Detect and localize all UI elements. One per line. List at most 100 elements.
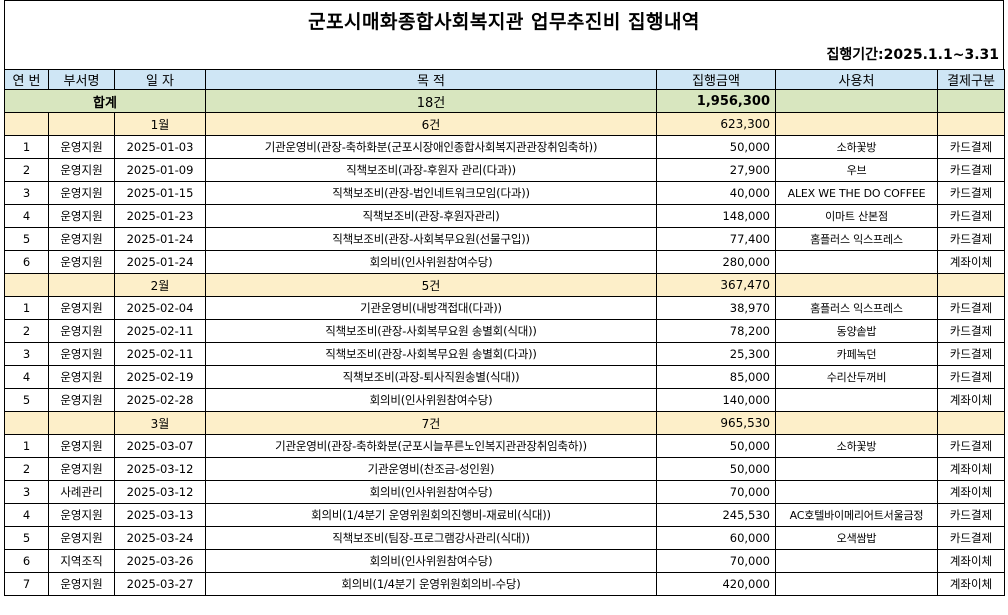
row-purpose: 직책보조비(관장-사회복무요원 송별회(식대)) [205, 319, 657, 343]
table-row: 4 운영지원 2025-01-23 직책보조비(관장-후원자관리) 148,000 이마트… [4, 204, 1005, 228]
row-purpose: 기관운영비(찬조금-성인원) [205, 457, 657, 481]
table-row: 3 운영지원 2025-01-15 직책보조비(관장-법인네트워크모임(다과)) 40,… [4, 181, 1005, 205]
table-row: 3 사례관리 2025-03-12 회의비(인사위원참여수당) 70,000 계좌이체 [4, 480, 1005, 504]
row-amount: 77,400 [656, 227, 776, 251]
month-vendor-empty [775, 273, 938, 297]
row-department: 운영지원 [48, 135, 115, 159]
total-row: 합계 18건 1,956,300 [4, 89, 1005, 113]
row-vendor [775, 388, 938, 412]
row-payment-type: 계좌이체 [937, 480, 1005, 504]
row-amount: 420,000 [656, 572, 776, 596]
row-amount: 27,900 [656, 158, 776, 182]
row-department: 운영지원 [48, 181, 115, 205]
table-row: 2 운영지원 2025-02-11 직책보조비(관장-사회복무요원 송별회(식대)) 7… [4, 319, 1005, 343]
row-number: 4 [4, 365, 49, 389]
month-subtotal-row: 2월 5건 367,470 [4, 273, 1005, 297]
row-payment-type: 카드결제 [937, 158, 1005, 182]
row-amount: 245,530 [656, 503, 776, 527]
row-payment-type: 카드결제 [937, 296, 1005, 320]
row-department: 운영지원 [48, 158, 115, 182]
row-vendor: 이마트 산본점 [775, 204, 938, 228]
row-vendor: 수리산두꺼비 [775, 365, 938, 389]
row-number: 5 [4, 388, 49, 412]
month-no-empty [4, 411, 49, 435]
row-purpose: 회의비(인사위원참여수당) [205, 250, 657, 274]
table-row: 2 운영지원 2025-01-09 직책보조비(과장-후원자 관리(다과)) 27,90… [4, 158, 1005, 182]
row-department: 운영지원 [48, 526, 115, 550]
row-department: 운영지원 [48, 227, 115, 251]
total-amount: 1,956,300 [656, 89, 776, 113]
month-payment-empty [937, 112, 1005, 136]
row-purpose: 회의비(인사위원참여수당) [205, 549, 657, 573]
row-date: 2025-03-13 [114, 503, 206, 527]
row-purpose: 직책보조비(과장-후원자 관리(다과)) [205, 158, 657, 182]
row-date: 2025-02-28 [114, 388, 206, 412]
row-department: 운영지원 [48, 388, 115, 412]
header-row: 연 번 부서명 일 자 목 적 집행금액 사용처 결제구분 [4, 69, 1005, 90]
row-purpose: 회의비(인사위원참여수당) [205, 388, 657, 412]
row-number: 6 [4, 549, 49, 573]
row-vendor: 오색쌈밥 [775, 526, 938, 550]
month-amount: 623,300 [656, 112, 776, 136]
table-row: 3 운영지원 2025-02-11 직책보조비(관장-사회복무요원 송별회(다과)) 2… [4, 342, 1005, 366]
row-payment-type: 카드결제 [937, 319, 1005, 343]
row-amount: 85,000 [656, 365, 776, 389]
month-subtotal-row: 1월 6건 623,300 [4, 112, 1005, 136]
row-date: 2025-01-09 [114, 158, 206, 182]
row-payment-type: 계좌이체 [937, 388, 1005, 412]
row-date: 2025-02-11 [114, 342, 206, 366]
row-department: 운영지원 [48, 204, 115, 228]
row-amount: 140,000 [656, 388, 776, 412]
row-date: 2025-03-24 [114, 526, 206, 550]
total-payment-empty [937, 89, 1005, 113]
row-number: 3 [4, 480, 49, 504]
row-payment-type: 카드결제 [937, 503, 1005, 527]
row-date: 2025-03-26 [114, 549, 206, 573]
month-label: 3월 [114, 411, 206, 435]
execution-period: 집행기간:2025.1.1~3.31 [4, 39, 1004, 69]
row-department: 운영지원 [48, 365, 115, 389]
row-department: 운영지원 [48, 434, 115, 458]
row-department: 운영지원 [48, 572, 115, 596]
row-vendor: 홈플러스 익스프레스 [775, 227, 938, 251]
row-purpose: 회의비(1/4분기 운영위원회의진행비-재료비(식대)) [205, 503, 657, 527]
row-number: 4 [4, 204, 49, 228]
row-payment-type: 카드결제 [937, 135, 1005, 159]
row-vendor: 소하꽃방 [775, 434, 938, 458]
row-department: 운영지원 [48, 457, 115, 481]
row-amount: 38,970 [656, 296, 776, 320]
row-vendor: ALEX WE THE DO COFFEE [775, 181, 938, 205]
row-department: 운영지원 [48, 342, 115, 366]
table-row: 6 운영지원 2025-01-24 회의비(인사위원참여수당) 280,000 계좌이체 [4, 250, 1005, 274]
row-payment-type: 카드결제 [937, 526, 1005, 550]
header-no: 연 번 [4, 69, 49, 90]
row-vendor: AC호텔바이메리어트서울금정 [775, 503, 938, 527]
month-count: 5건 [205, 273, 657, 297]
row-date: 2025-03-27 [114, 572, 206, 596]
row-payment-type: 카드결제 [937, 342, 1005, 366]
month-vendor-empty [775, 112, 938, 136]
table-row: 1 운영지원 2025-01-03 기관운영비(관장-축하화분(군포시장애인종합사회복… [4, 135, 1005, 159]
row-payment-type: 계좌이체 [937, 572, 1005, 596]
row-department: 운영지원 [48, 503, 115, 527]
row-payment-type: 카드결제 [937, 365, 1005, 389]
row-date: 2025-01-24 [114, 227, 206, 251]
row-date: 2025-01-03 [114, 135, 206, 159]
month-label: 2월 [114, 273, 206, 297]
row-vendor: 카페녹던 [775, 342, 938, 366]
row-payment-type: 카드결제 [937, 227, 1005, 251]
row-payment-type: 계좌이체 [937, 250, 1005, 274]
row-number: 4 [4, 503, 49, 527]
row-date: 2025-03-12 [114, 457, 206, 481]
row-date: 2025-01-23 [114, 204, 206, 228]
month-payment-empty [937, 273, 1005, 297]
row-department: 운영지원 [48, 250, 115, 274]
row-purpose: 기관운영비(관장-축하화분(군포시장애인종합사회복지관관장취임축하)) [205, 135, 657, 159]
row-vendor: 소하꽃방 [775, 135, 938, 159]
row-number: 3 [4, 181, 49, 205]
table-row: 5 운영지원 2025-03-24 직책보조비(팀장-프로그램강사관리(식대)) 60,… [4, 526, 1005, 550]
month-dept-empty [48, 273, 115, 297]
row-number: 5 [4, 227, 49, 251]
row-purpose: 직책보조비(관장-법인네트워크모임(다과)) [205, 181, 657, 205]
header-payment: 결제구분 [937, 69, 1005, 90]
